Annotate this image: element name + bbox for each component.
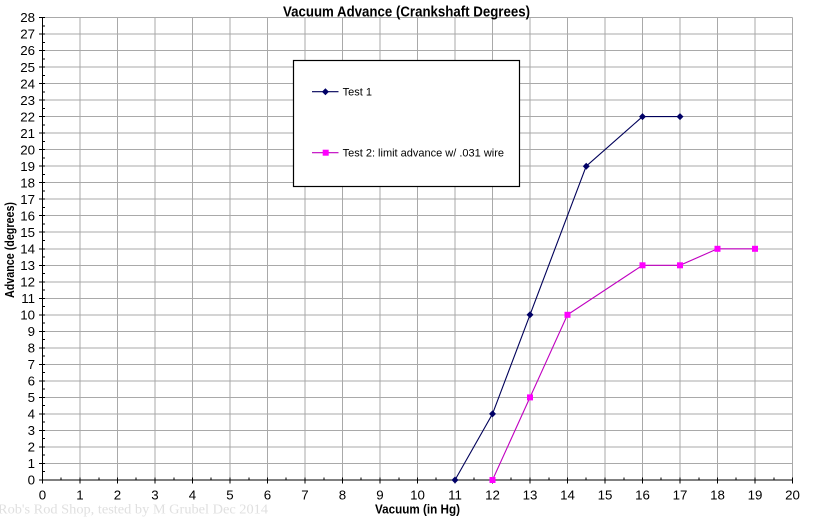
svg-text:5: 5 [226,488,233,503]
svg-text:20: 20 [20,142,35,157]
svg-text:4: 4 [189,488,196,503]
svg-text:2: 2 [28,440,35,455]
svg-text:22: 22 [20,109,35,124]
svg-text:11: 11 [448,488,462,503]
svg-text:10: 10 [410,488,425,503]
svg-text:23: 23 [20,93,35,108]
svg-text:18: 18 [710,488,725,503]
svg-text:8: 8 [28,341,35,356]
svg-text:11: 11 [21,291,35,306]
svg-text:21: 21 [20,126,35,141]
svg-text:5: 5 [28,390,35,405]
svg-text:7: 7 [28,357,35,372]
svg-text:8: 8 [339,488,346,503]
svg-text:0: 0 [39,488,46,503]
svg-text:20: 20 [785,488,800,503]
svg-text:17: 17 [673,488,688,503]
svg-text:Test 1: Test 1 [343,87,372,99]
svg-text:14: 14 [20,241,35,256]
svg-text:15: 15 [20,225,35,240]
svg-text:Rob's Rod Shop, tested by M Gr: Rob's Rod Shop, tested by M Grubel Dec 2… [0,502,268,517]
svg-text:Test 2: limit advance w/ .031: Test 2: limit advance w/ .031 wire [343,148,504,160]
svg-text:3: 3 [151,488,158,503]
svg-text:16: 16 [635,488,650,503]
svg-text:1: 1 [76,488,83,503]
svg-text:16: 16 [20,208,35,223]
svg-text:14: 14 [560,488,575,503]
svg-text:4: 4 [28,407,35,422]
svg-text:0: 0 [28,473,35,488]
svg-text:24: 24 [20,76,35,91]
svg-text:27: 27 [20,27,35,42]
svg-text:25: 25 [20,60,35,75]
svg-text:26: 26 [20,43,35,58]
svg-text:15: 15 [598,488,613,503]
svg-text:12: 12 [485,488,500,503]
svg-text:3: 3 [28,423,35,438]
svg-text:9: 9 [28,324,35,339]
svg-text:Vacuum Advance (Crankshaft Deg: Vacuum Advance (Crankshaft Degrees) [283,5,530,21]
svg-text:13: 13 [20,258,35,273]
svg-text:28: 28 [20,10,35,25]
svg-text:9: 9 [376,488,383,503]
svg-text:1: 1 [28,456,35,471]
svg-text:18: 18 [20,175,35,190]
svg-text:10: 10 [20,308,35,323]
svg-text:17: 17 [20,192,35,207]
svg-text:7: 7 [301,488,308,503]
svg-text:13: 13 [523,488,538,503]
svg-text:Vacuum (in Hg): Vacuum (in Hg) [375,502,460,517]
svg-text:12: 12 [20,275,35,290]
svg-text:6: 6 [28,374,35,389]
svg-text:19: 19 [20,159,35,174]
svg-text:Advance (degrees): Advance (degrees) [2,202,17,298]
svg-text:19: 19 [748,488,763,503]
svg-text:2: 2 [114,488,121,503]
svg-text:6: 6 [264,488,271,503]
